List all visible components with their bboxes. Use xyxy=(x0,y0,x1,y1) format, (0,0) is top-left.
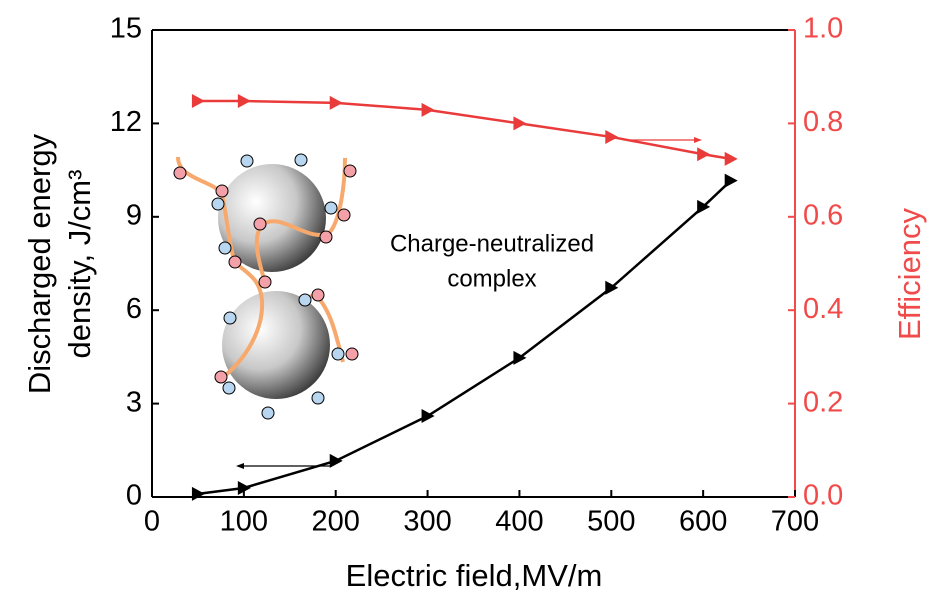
y-tick-label: 6 xyxy=(126,293,142,325)
marker xyxy=(421,409,435,424)
series-line xyxy=(197,179,732,496)
annotation: Charge-neutralized xyxy=(390,230,594,257)
y2-tick-label: 1.0 xyxy=(803,13,843,45)
marker xyxy=(421,102,435,117)
y-tick-label: 15 xyxy=(110,13,142,45)
x-axis-title: Electric field,MV/m xyxy=(346,558,603,593)
marker xyxy=(724,173,738,188)
x-tick-label: 500 xyxy=(587,506,635,538)
marker xyxy=(237,93,251,108)
marker xyxy=(191,93,205,108)
y-tick-label: 9 xyxy=(126,199,142,231)
y-axis-title: Discharged energy xyxy=(22,133,57,394)
marker xyxy=(724,151,738,166)
annotation: complex xyxy=(447,265,536,292)
x-tick-label: 200 xyxy=(312,506,360,538)
y2-tick-label: 0.0 xyxy=(803,480,843,512)
y-tick-label: 3 xyxy=(126,386,142,418)
y2-tick-label: 0.6 xyxy=(803,199,843,231)
series-line xyxy=(197,99,731,161)
x-tick-label: 700 xyxy=(771,506,819,538)
x-tick-label: 600 xyxy=(679,506,727,538)
marker xyxy=(605,129,619,144)
marker xyxy=(513,350,527,365)
marker xyxy=(513,116,527,131)
illustration xyxy=(173,153,359,420)
marker xyxy=(697,199,711,214)
y-tick-label: 12 xyxy=(110,106,142,138)
marker xyxy=(329,95,343,110)
y2-tick-label: 0.8 xyxy=(803,106,843,138)
y2-axis-title: Efficiency xyxy=(892,207,927,340)
y2-tick-label: 0.2 xyxy=(803,386,843,418)
marker xyxy=(329,453,343,468)
y2-tick-label: 0.4 xyxy=(803,293,843,325)
x-tick-label: 400 xyxy=(495,506,543,538)
x-tick-label: 300 xyxy=(403,506,451,538)
y-tick-label: 0 xyxy=(126,480,142,512)
y-axis-title: density, J/cm³ xyxy=(62,170,97,359)
marker xyxy=(605,280,619,295)
marker xyxy=(237,480,251,495)
marker xyxy=(697,147,711,162)
marker xyxy=(191,486,205,501)
x-tick-label: 0 xyxy=(144,506,160,538)
x-tick-label: 100 xyxy=(220,506,268,538)
